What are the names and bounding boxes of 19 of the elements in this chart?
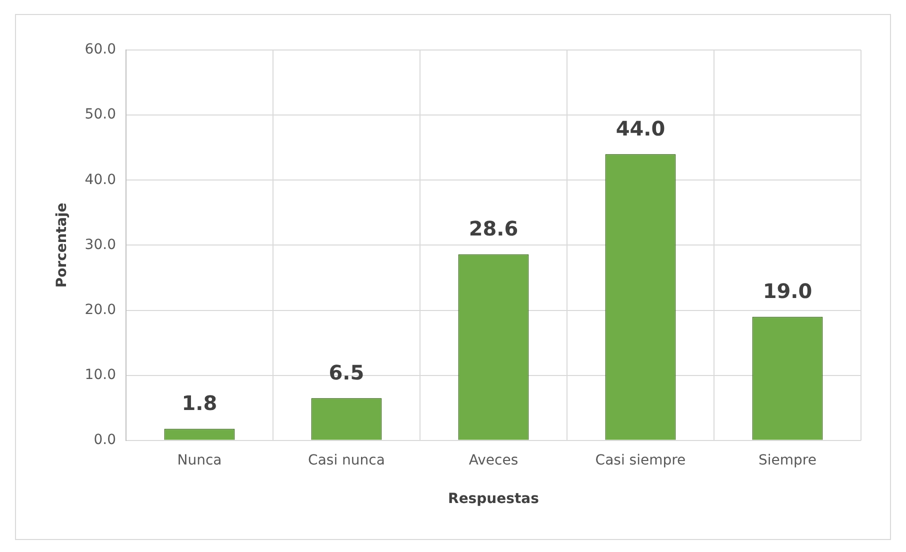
y-tick-label: 0.0 [94, 432, 116, 448]
x-tick-label: Aveces [468, 452, 518, 468]
data-label: 6.5 [328, 360, 364, 384]
x-tick-label: Nunca [177, 452, 222, 468]
x-tick-label: Casi siempre [595, 452, 686, 468]
data-label: 44.0 [616, 116, 666, 140]
y-tick-label: 60.0 [84, 42, 116, 58]
y-tick-label: 50.0 [84, 106, 116, 123]
x-axis-title: Respuestas [448, 491, 539, 508]
data-label: 19.0 [762, 278, 812, 303]
x-tick-label: Siempre [758, 452, 816, 468]
x-tick-label: Casi nunca [308, 452, 385, 468]
data-label: 1.8 [182, 390, 218, 415]
y-tick-label: 10.0 [84, 366, 116, 383]
y-tick-label: 40.0 [84, 172, 116, 188]
y-axis-title: Porcentaje [54, 202, 70, 288]
y-tick-label: 30.0 [84, 236, 116, 253]
data-label: 28.6 [468, 216, 518, 241]
y-tick-label: 20.0 [84, 302, 116, 318]
